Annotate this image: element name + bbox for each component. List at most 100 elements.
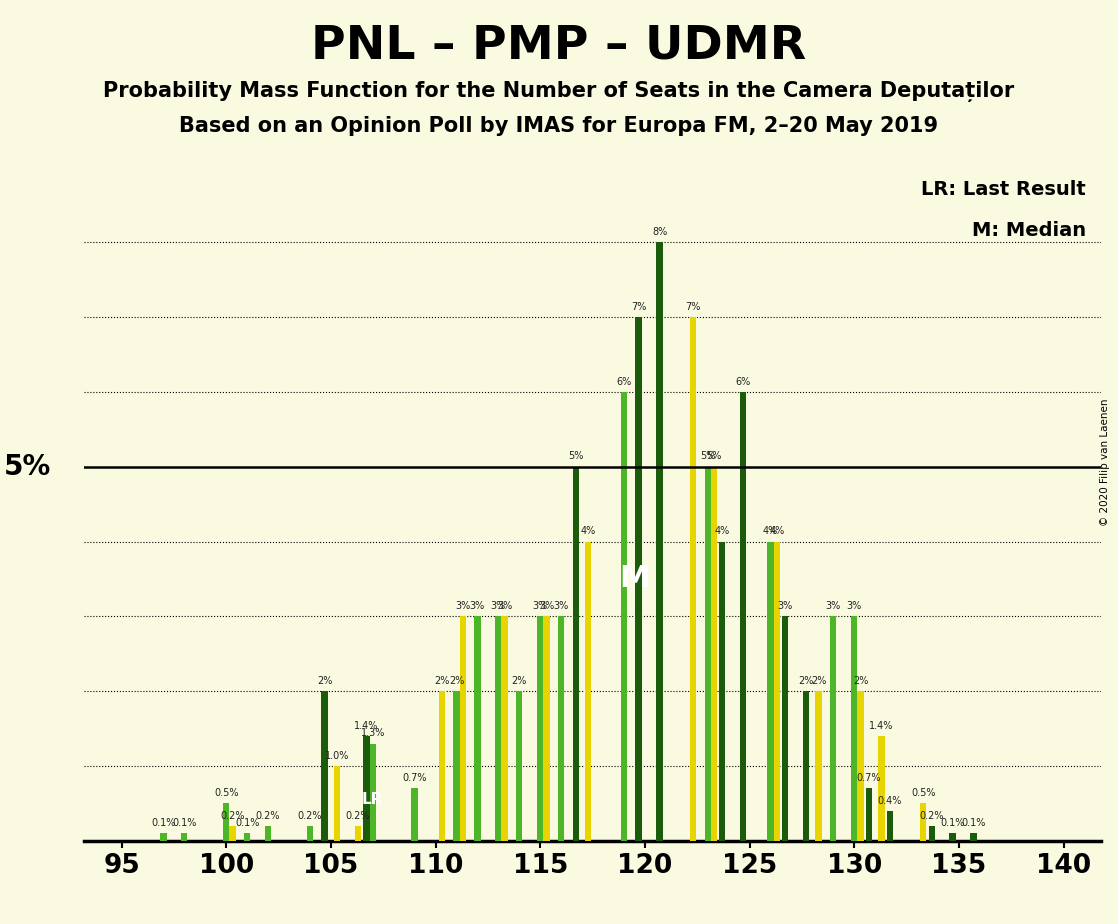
Text: 7%: 7%	[685, 302, 701, 311]
Text: 6%: 6%	[616, 377, 632, 386]
Text: 0.2%: 0.2%	[297, 810, 322, 821]
Bar	[354, 826, 361, 841]
Text: 0.1%: 0.1%	[151, 818, 176, 828]
Text: 6%: 6%	[736, 377, 751, 386]
Text: 2%: 2%	[853, 676, 869, 686]
Text: 0.1%: 0.1%	[235, 818, 259, 828]
Bar	[865, 788, 872, 841]
Bar	[322, 691, 328, 841]
Bar	[558, 616, 565, 841]
Text: 0.7%: 0.7%	[402, 773, 427, 784]
Bar	[774, 541, 780, 841]
Text: 5%: 5%	[568, 452, 584, 461]
Text: 5%: 5%	[4, 453, 51, 480]
Text: 2%: 2%	[434, 676, 449, 686]
Bar	[740, 392, 747, 841]
Text: 3%: 3%	[539, 602, 555, 611]
Bar	[929, 826, 935, 841]
Text: M: M	[619, 565, 650, 593]
Bar	[656, 242, 663, 841]
Text: 3%: 3%	[498, 602, 512, 611]
Text: 0.1%: 0.1%	[172, 818, 197, 828]
Text: 0.2%: 0.2%	[345, 810, 370, 821]
Bar	[411, 788, 418, 841]
Bar	[224, 804, 229, 841]
Bar	[803, 691, 809, 841]
Text: 3%: 3%	[553, 602, 569, 611]
Text: Based on an Opinion Poll by IMAS for Europa FM, 2–20 May 2019: Based on an Opinion Poll by IMAS for Eur…	[179, 116, 939, 136]
Bar	[537, 616, 543, 841]
Text: 0.2%: 0.2%	[919, 810, 944, 821]
Bar	[334, 766, 340, 841]
Bar	[704, 467, 711, 841]
Text: 3%: 3%	[470, 602, 485, 611]
Text: PNL – PMP – UDMR: PNL – PMP – UDMR	[312, 23, 806, 68]
Bar	[229, 826, 236, 841]
Text: 4%: 4%	[769, 527, 785, 536]
Text: 3%: 3%	[491, 602, 506, 611]
Text: 3%: 3%	[532, 602, 548, 611]
Text: 2%: 2%	[512, 676, 527, 686]
Bar	[502, 616, 508, 841]
Bar	[879, 736, 884, 841]
Bar	[815, 691, 822, 841]
Bar	[620, 392, 627, 841]
Bar	[438, 691, 445, 841]
Text: 0.2%: 0.2%	[220, 810, 245, 821]
Bar	[572, 467, 579, 841]
Bar	[767, 541, 774, 841]
Text: 1.4%: 1.4%	[354, 721, 379, 731]
Text: Probability Mass Function for the Number of Seats in the Camera Deputaților: Probability Mass Function for the Number…	[103, 81, 1015, 103]
Bar	[920, 804, 927, 841]
Text: 3%: 3%	[777, 602, 793, 611]
Bar	[265, 826, 272, 841]
Bar	[543, 616, 550, 841]
Text: 4%: 4%	[714, 527, 730, 536]
Bar	[719, 541, 726, 841]
Bar	[585, 541, 591, 841]
Bar	[690, 317, 697, 841]
Text: 2%: 2%	[811, 676, 826, 686]
Bar	[306, 826, 313, 841]
Text: 2%: 2%	[798, 676, 814, 686]
Bar	[858, 691, 863, 841]
Text: 8%: 8%	[652, 227, 667, 237]
Text: 5%: 5%	[707, 452, 721, 461]
Bar	[635, 317, 642, 841]
Text: M: Median: M: Median	[972, 222, 1086, 240]
Text: 4%: 4%	[762, 527, 778, 536]
Bar	[363, 736, 370, 841]
Text: 5%: 5%	[700, 452, 716, 461]
Bar	[370, 744, 376, 841]
Bar	[949, 833, 956, 841]
Text: 3%: 3%	[846, 602, 862, 611]
Text: LR: LR	[362, 792, 383, 808]
Text: 0.5%: 0.5%	[911, 788, 936, 798]
Text: 0.1%: 0.1%	[961, 818, 986, 828]
Bar	[831, 616, 836, 841]
Text: 4%: 4%	[580, 527, 596, 536]
Bar	[495, 616, 502, 841]
Bar	[781, 616, 788, 841]
Text: 7%: 7%	[631, 302, 646, 311]
Bar	[181, 833, 188, 841]
Text: 0.7%: 0.7%	[856, 773, 881, 784]
Bar	[851, 616, 858, 841]
Bar	[711, 467, 717, 841]
Bar	[160, 833, 167, 841]
Bar	[244, 833, 250, 841]
Text: 1.4%: 1.4%	[869, 721, 893, 731]
Bar	[453, 691, 459, 841]
Text: 0.2%: 0.2%	[256, 810, 281, 821]
Text: 3%: 3%	[455, 602, 471, 611]
Text: © 2020 Filip van Laenen: © 2020 Filip van Laenen	[1100, 398, 1110, 526]
Text: LR: Last Result: LR: Last Result	[921, 180, 1086, 199]
Bar	[970, 833, 977, 841]
Text: 1.3%: 1.3%	[360, 728, 385, 738]
Bar	[474, 616, 481, 841]
Bar	[887, 811, 893, 841]
Text: 2%: 2%	[316, 676, 332, 686]
Text: 2%: 2%	[448, 676, 464, 686]
Bar	[459, 616, 466, 841]
Text: 3%: 3%	[826, 602, 841, 611]
